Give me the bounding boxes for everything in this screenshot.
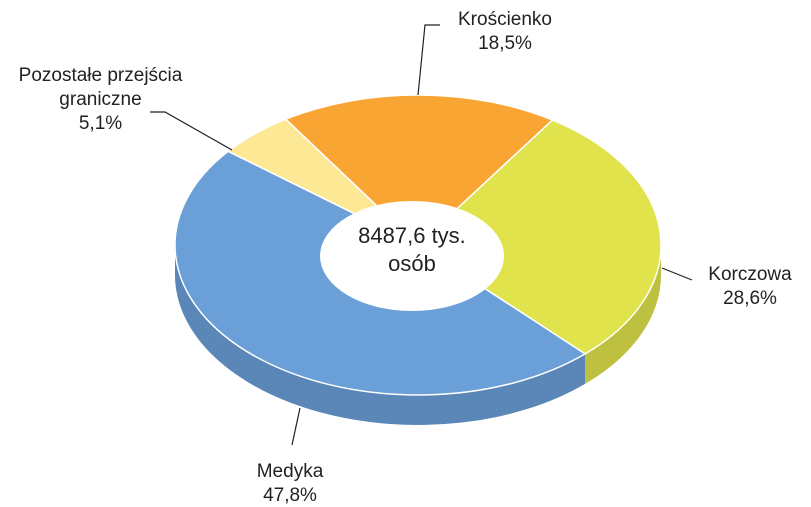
category-name: Pozostałe przejścia graniczne xyxy=(18,65,183,110)
leader-line xyxy=(150,111,233,151)
leader-line xyxy=(417,24,440,96)
slice xyxy=(284,94,554,247)
category-name: Medyka xyxy=(256,461,324,482)
leader-line xyxy=(291,407,301,446)
slice-label: Pozostałe przejścia graniczne 5,1% xyxy=(3,64,198,136)
slice-side xyxy=(175,245,586,426)
value-label: 47,8% xyxy=(263,485,317,506)
value-label: 28,6% xyxy=(723,288,777,309)
value-label: 18,5% xyxy=(478,33,532,54)
value-label: 5,1% xyxy=(78,113,123,134)
category-name: Krościenko xyxy=(458,9,552,30)
slice-label: Medyka 47,8% xyxy=(230,460,350,507)
slice xyxy=(416,119,662,355)
donut-hole xyxy=(320,201,504,311)
leader-line xyxy=(661,267,693,281)
slice-label: Krościenko 18,5% xyxy=(430,8,580,56)
category-name: Korczowa xyxy=(708,264,792,285)
slice-side xyxy=(585,245,661,384)
center-label: 8487,6 tys. osób xyxy=(358,223,466,276)
slice-label: Korczowa 28,6% xyxy=(690,263,810,311)
